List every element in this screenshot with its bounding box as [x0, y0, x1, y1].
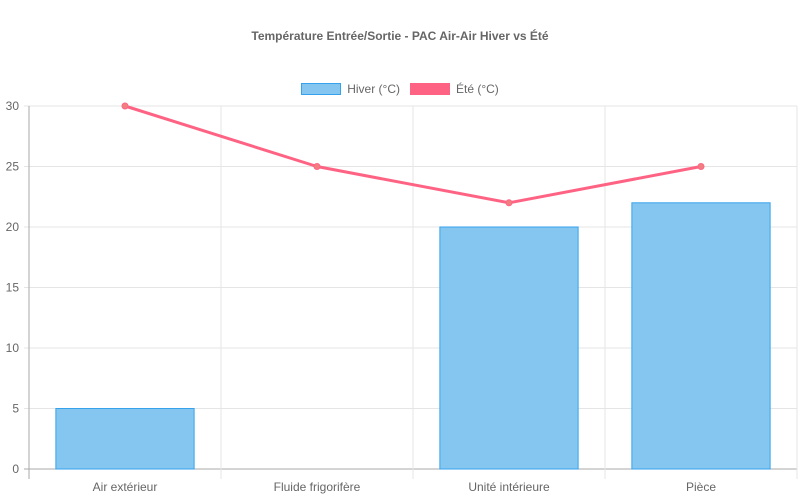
x-tick-label: Pièce [686, 480, 716, 494]
bar-hiver[interactable] [439, 226, 579, 470]
y-tick-label: 25 [6, 160, 20, 174]
point-ete[interactable] [505, 199, 513, 207]
legend-label-hiver: Hiver (°C) [347, 82, 400, 96]
y-tick-label: 15 [6, 281, 20, 295]
point-ete[interactable] [121, 102, 129, 110]
point-ete[interactable] [697, 163, 705, 170]
y-tick-label: 5 [12, 402, 19, 416]
legend-swatch-hiver [301, 83, 342, 95]
line-ete [124, 104, 702, 205]
legend-label-ete: Été (°C) [455, 82, 499, 96]
x-tick-label: Fluide frigorifère [274, 480, 361, 494]
bar-hiver[interactable] [631, 202, 771, 470]
legend: Hiver (°C) Été (°C) [0, 82, 800, 96]
x-tick-label: Air extérieur [93, 480, 158, 494]
point-ete[interactable] [313, 163, 321, 170]
y-tick-label: 0 [12, 462, 19, 476]
legend-swatch-ete [409, 83, 450, 95]
y-tick-label: 20 [6, 220, 20, 234]
y-tick-label: 30 [6, 99, 20, 113]
legend-item-ete[interactable]: Été (°C) [409, 82, 499, 96]
bar-hiver[interactable] [55, 408, 195, 470]
legend-item-hiver[interactable]: Hiver (°C) [301, 82, 400, 96]
x-tick-label: Unité intérieure [468, 480, 550, 494]
chart-title: Température Entrée/Sortie - PAC Air-Air … [251, 29, 549, 43]
y-tick-label: 10 [6, 341, 20, 355]
